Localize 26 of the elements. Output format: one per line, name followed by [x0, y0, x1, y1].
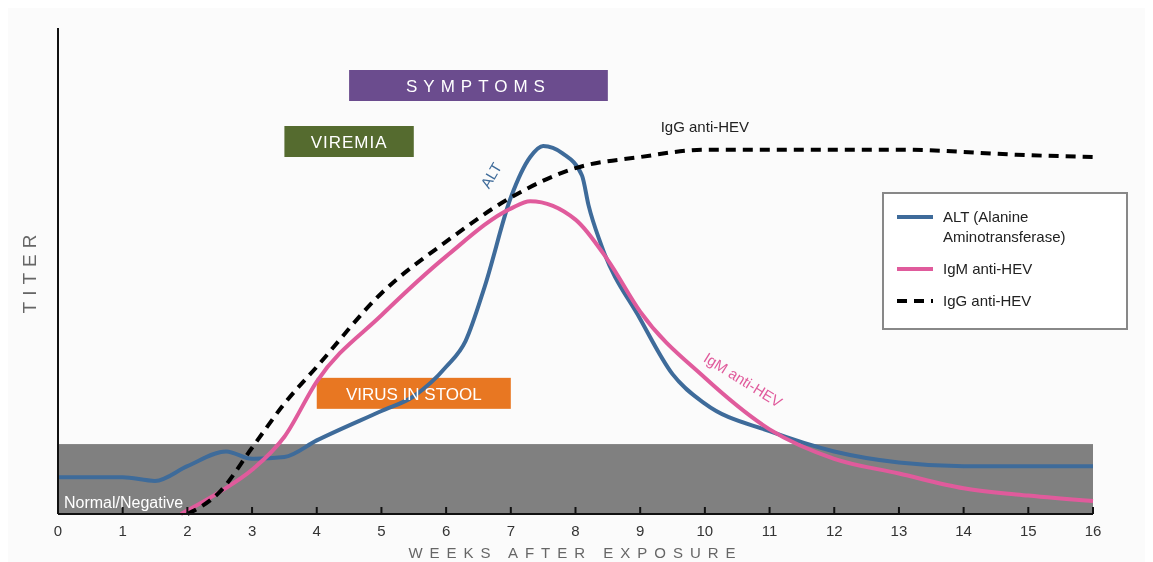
annotation: VIREMIA: [310, 133, 388, 152]
x-axis-title: WEEKS AFTER EXPOSURE: [408, 544, 743, 561]
x-tick-label: 8: [571, 522, 580, 539]
annotation: IgG anti-HEV: [660, 117, 750, 135]
x-tick-label: 3: [247, 522, 257, 539]
band-label: Normal/Negative: [64, 494, 184, 511]
x-tick-label: 11: [761, 522, 778, 539]
x-tick-label: 10: [696, 522, 714, 539]
x-tick-label: 0: [53, 522, 63, 539]
legend-label: IgG anti-HEV: [943, 292, 1032, 309]
x-tick-label: 9: [636, 522, 645, 539]
x-tick-label: 16: [1084, 522, 1102, 539]
x-tick-label: 12: [825, 522, 843, 539]
x-tick-label: 1: [118, 522, 127, 539]
x-tick-label: 5: [377, 522, 386, 539]
x-tick-label: 15: [1019, 522, 1037, 539]
x-tick-label: 4: [312, 522, 321, 539]
x-tick-label: 14: [955, 522, 972, 539]
x-tick-label: 6: [441, 522, 451, 539]
legend-label: IgM anti-HEV: [943, 260, 1033, 277]
text: SYMPTOMS: [405, 77, 551, 96]
legend-label: ALT (Alanine Aminotransferase): [943, 208, 1066, 245]
x-tick-label: 2: [183, 522, 192, 539]
x-tick-label: 7: [506, 522, 515, 539]
y-axis-title: TITER: [19, 228, 40, 314]
x-tick-label: 13: [890, 522, 908, 539]
